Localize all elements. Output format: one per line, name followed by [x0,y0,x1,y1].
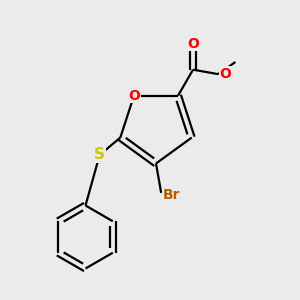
Text: O: O [187,37,199,51]
Text: S: S [94,147,105,162]
Text: O: O [128,89,140,103]
Text: Br: Br [163,188,180,202]
Text: O: O [220,67,232,81]
